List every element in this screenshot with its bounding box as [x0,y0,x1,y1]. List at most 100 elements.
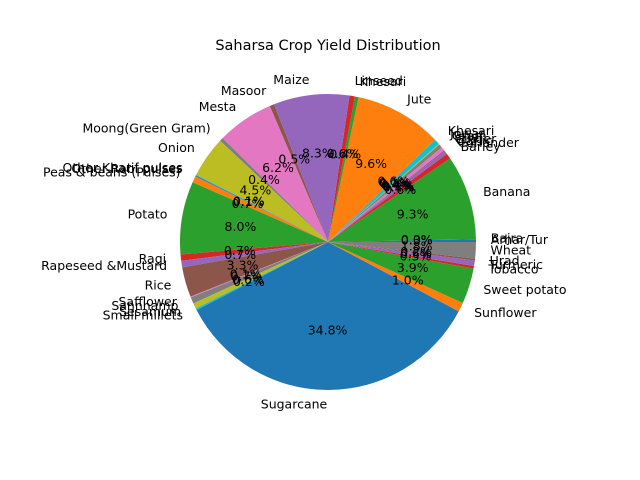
pie-slice-banana [328,158,476,242]
pie-slice-arhar-tur [328,239,476,242]
pie-slice-sannhamp [190,242,328,304]
percent-label-sweet-potato: 3.9% [397,260,429,275]
slice-label-other-rabi-pulses: Other Rabi pulses [71,161,182,176]
pie-slice-safflower [190,242,328,298]
chart-title: Saharsa Crop Yield Distribution [215,38,440,54]
percent-label-sannhamp: 0.7% [231,269,263,284]
slice-label-maize: Maize [273,72,309,87]
pie-slice-potato [180,182,328,255]
pie-slice-khesari [328,96,359,242]
slice-label-garlic: Garlic [456,133,492,148]
pie-slice-mesta [222,105,328,242]
slice-label-khesari: Khesari [360,74,407,89]
slice-label-moong-green-gram: Moong(Green Gram) [82,121,210,136]
percent-label-garlic: 0.1% [382,179,414,194]
percent-label-mesta: 6.2% [262,160,294,175]
slice-label-linseed: Linseed [355,73,403,88]
pie-slice-sesamum [193,242,328,309]
pie-slice-other-rabi-pulses [195,175,328,242]
percent-label-wheat: 1.8% [401,238,433,253]
slice-label-khesari: Khesari [448,123,495,138]
slice-label-small-millets: Small millets [103,308,183,323]
percent-label-sunflower: 1.0% [392,273,424,288]
pie-slice-peas-beans-pulses [192,176,328,242]
percent-label-small-millets: 0.2% [233,274,265,289]
percent-labels: 0.3%0.0%9.3%0.6%0.4%0.1%0.4%0.4%0.1%0.6%… [224,145,433,337]
percent-label-khesari: 0.4% [329,146,361,161]
slice-label-jute: Jute [406,91,432,106]
slice-label-rapeseed-mustard: Rapeseed &Mustard [41,258,167,273]
slice-label-mesta: Mesta [199,99,237,114]
pie-slice-ginger [328,147,445,242]
pie-slice-tobacco [328,242,475,269]
pie-slice-khesari [328,139,439,242]
slice-label-coriander: Coriander [458,135,520,150]
pie-slice-wheat [328,242,476,259]
percent-label-maize: 8.3% [302,145,334,160]
slice-label-sunflower: Sunflower [474,305,537,320]
percent-label-masoor: 0.5% [278,151,310,166]
slice-label-turmeric: Turmeric [488,257,543,272]
pie-slice-garlic [328,150,445,242]
pie-slice-sunflower [328,242,463,312]
slice-label-safflower: Safflower [119,294,178,309]
percent-label-rapeseed-mustard: 0.7% [224,247,256,262]
pie-slice-linseed [328,95,355,242]
slice-label-sweet-potato: Sweet potato [483,282,566,297]
percent-label-khesari: 0.6% [377,173,409,188]
percent-label-safflower: 0.1% [230,267,262,282]
slice-label-masoor: Masoor [221,83,267,98]
slice-label-banana: Banana [483,184,530,199]
percent-label-turmeric: 0.6% [400,246,432,261]
percent-label-barley: 0.6% [384,182,416,197]
pie-slice-gram [328,144,442,242]
slice-label-onion: Onion [158,140,195,155]
slice-label-gram: Gram [452,128,487,143]
slice-label-rice: Rice [145,278,172,293]
percent-label-potato: 8.0% [225,219,257,234]
percent-label-ginger: 0.4% [381,178,413,193]
pie-slice-moong-green-gram [220,138,328,242]
pie-slice-sugarcane [196,242,459,390]
pie-slice-coriander [328,150,447,242]
pie-slice-onion [196,140,328,242]
pie-slice-sweet-potato [328,242,474,304]
percent-label-jute: 9.6% [355,156,387,171]
slice-label-wheat: Wheat [491,243,532,258]
slice-label-other-kharif-pulses: Other Kharif pulses [62,160,182,175]
percent-label-jowar: 0.1% [379,175,411,190]
slice-label-tobacco: Tobacco [487,261,538,276]
percent-label-tobacco: 0.3% [400,249,432,264]
slice-label-potato: Potato [128,207,168,222]
pie-slice-jowar [328,143,440,242]
percent-label-other-rabi-pulses: 0.1% [233,194,265,209]
pie-slices [180,93,476,390]
percent-label-rice: 3.3% [227,258,259,273]
percent-label-coriander: 0.4% [383,180,415,195]
slice-label-bajra: Bajra [491,230,524,245]
percent-label-sesamum: 0.6% [232,272,264,287]
percent-label-other-kharif-pulses: 0.1% [233,193,265,208]
pie-slice-ragi [180,242,328,261]
slice-label-urad: Urad [490,253,520,268]
percent-label-peas-beans-pulses: 0.7% [232,196,264,211]
percent-label-moong-green-gram: 0.4% [248,172,280,187]
percent-label-gram: 0.4% [380,176,412,191]
slice-label-sannhamp: Sannhamp [111,298,178,313]
pie-slice-small-millets [195,242,328,311]
percent-label-ragi: 0.7% [224,243,256,258]
percent-label-sugarcane: 34.8% [308,322,348,337]
slice-label-ginger: Ginger [454,131,497,146]
pie-slice-barley [328,153,451,242]
slice-label-sugarcane: Sugarcane [261,396,328,411]
percent-label-linseed: 0.6% [327,146,359,161]
slice-label-ragi: Ragi [139,251,166,266]
pie-slice-jute [328,97,435,242]
pie-slice-masoor [269,104,328,243]
slice-label-sesamum: Sesamum [119,304,181,319]
pie-slice-turmeric [328,242,475,266]
slice-label-peas-beans-pulses: Peas & beans (Pulses) [43,165,181,180]
percent-label-urad: 0.2% [400,244,432,259]
pie-slice-rapeseed-mustard [181,242,328,268]
